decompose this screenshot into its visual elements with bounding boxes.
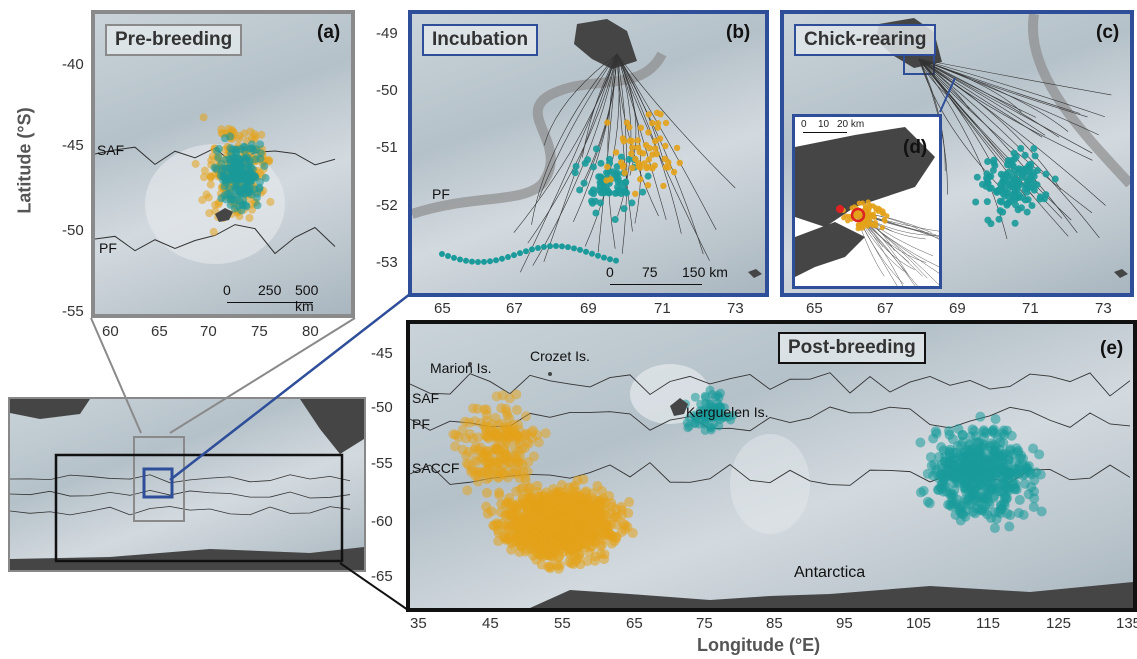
xtick-a-2: 70	[200, 323, 217, 340]
panel-e-map	[410, 362, 1133, 608]
xtick-c-4: 73	[1095, 300, 1112, 317]
ytick-e-3: -60	[371, 513, 393, 530]
xtick-e-4: 75	[696, 615, 713, 632]
panel-c-chick-rearing: Chick-rearing (c) (d) 0 10 20 km	[780, 10, 1134, 297]
xtick-a-1: 65	[151, 323, 168, 340]
front-label-pf-b: PF	[432, 186, 450, 202]
panel-a-letter: (a)	[317, 22, 341, 43]
xtick-e-3: 65	[626, 615, 643, 632]
scale-a-1: 250	[258, 282, 282, 298]
panel-c-title: Chick-rearing	[794, 24, 937, 56]
ytick-a-0: -40	[62, 56, 84, 73]
panel-b-title: Incubation	[422, 24, 539, 56]
ytick-e-1: -50	[371, 399, 393, 416]
panel-d-letter: (d)	[903, 137, 928, 158]
xtick-b-0: 65	[434, 300, 451, 317]
panel-e-post-breeding: Post-breeding (e) Marion Is. Crozet Is. …	[406, 320, 1137, 612]
place-label-kerguelen: Kerguelen Is.	[686, 404, 769, 420]
scale-d-0: 0	[801, 119, 807, 130]
ytick-b-3: -52	[376, 197, 398, 214]
xtick-c-1: 67	[877, 300, 894, 317]
ytick-a-3: -55	[62, 303, 84, 320]
xtick-e-7: 105	[906, 615, 932, 632]
ytick-b-1: -50	[376, 82, 398, 99]
xtick-a-3: 75	[251, 323, 268, 340]
overview-map-layer	[10, 399, 364, 570]
scale-d-2: 20 km	[837, 119, 865, 130]
y-axis-title: Latitude (°S)	[14, 107, 35, 214]
xtick-e-6: 95	[836, 615, 853, 632]
ytick-e-4: -65	[371, 568, 393, 585]
ytick-e-2: -55	[371, 455, 393, 472]
panel-c-letter: (c)	[1096, 22, 1120, 43]
scale-b-1: 75	[642, 264, 658, 280]
ytick-b-2: -51	[376, 139, 398, 156]
panel-d-inset: (d) 0 10 20 km	[792, 114, 942, 289]
xtick-a-4: 80	[302, 323, 319, 340]
scale-b-0: 0	[606, 264, 614, 280]
scale-a-0: 0	[223, 282, 231, 298]
xtick-c-3: 71	[1022, 300, 1039, 317]
panel-b-letter: (b)	[726, 22, 751, 43]
xtick-e-1: 45	[482, 615, 499, 632]
scale-b-2: 150 km	[682, 264, 728, 280]
xtick-e-8: 115	[976, 615, 1000, 632]
panel-b-map	[412, 19, 762, 278]
xtick-b-3: 71	[654, 300, 671, 317]
front-label-pf-e: PF	[412, 416, 430, 432]
x-axis-title: Longitude (°E)	[697, 635, 821, 655]
scale-a-2: 500 km	[295, 282, 319, 314]
panel-e-title: Post-breeding	[778, 332, 926, 364]
front-label-pf-a: PF	[99, 240, 117, 256]
xtick-c-0: 65	[806, 300, 823, 317]
place-label-crozet: Crozet Is.	[530, 348, 590, 364]
panel-e-letter: (e)	[1100, 338, 1124, 359]
xtick-a-0: 60	[102, 323, 119, 340]
scale-d-1: 10	[818, 119, 830, 130]
ytick-b-4: -53	[376, 254, 398, 271]
place-label-antarctica: Antarctica	[794, 564, 866, 581]
overview-map	[8, 397, 366, 572]
front-label-saccf-e: SACCF	[412, 460, 460, 476]
place-label-marion: Marion Is.	[430, 360, 492, 376]
ytick-a-2: -50	[62, 222, 84, 239]
front-label-saf-a: SAF	[97, 142, 125, 158]
xtick-e-2: 55	[554, 615, 571, 632]
xtick-b-4: 73	[727, 300, 744, 317]
panel-a-pre-breeding: Pre-breeding (a) SAF PF 0 250 500 km	[91, 10, 355, 318]
xtick-b-1: 67	[506, 300, 523, 317]
ytick-b-0: -49	[376, 25, 398, 42]
panel-a-title: Pre-breeding	[105, 24, 243, 56]
xtick-e-5: 85	[766, 615, 783, 632]
ytick-a-1: -45	[62, 137, 84, 154]
panel-a-map	[95, 113, 336, 264]
xtick-b-2: 69	[580, 300, 597, 317]
panel-c-map	[876, 14, 1130, 278]
xtick-c-2: 69	[949, 300, 966, 317]
panel-d-map	[795, 127, 939, 286]
front-label-saf-e: SAF	[412, 390, 440, 406]
xtick-e-0: 35	[410, 615, 427, 632]
ytick-e-0: -45	[371, 345, 393, 362]
xtick-e-9: 125	[1046, 615, 1072, 632]
xtick-e-10: 135	[1116, 615, 1137, 632]
panel-b-incubation: Incubation (b) PF 0 75 150 km	[408, 10, 769, 297]
